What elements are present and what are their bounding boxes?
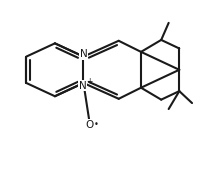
Text: •: • xyxy=(94,120,99,129)
Text: O: O xyxy=(86,120,94,130)
Text: N: N xyxy=(79,80,86,91)
Text: +: + xyxy=(86,77,93,86)
Text: N: N xyxy=(80,49,87,59)
